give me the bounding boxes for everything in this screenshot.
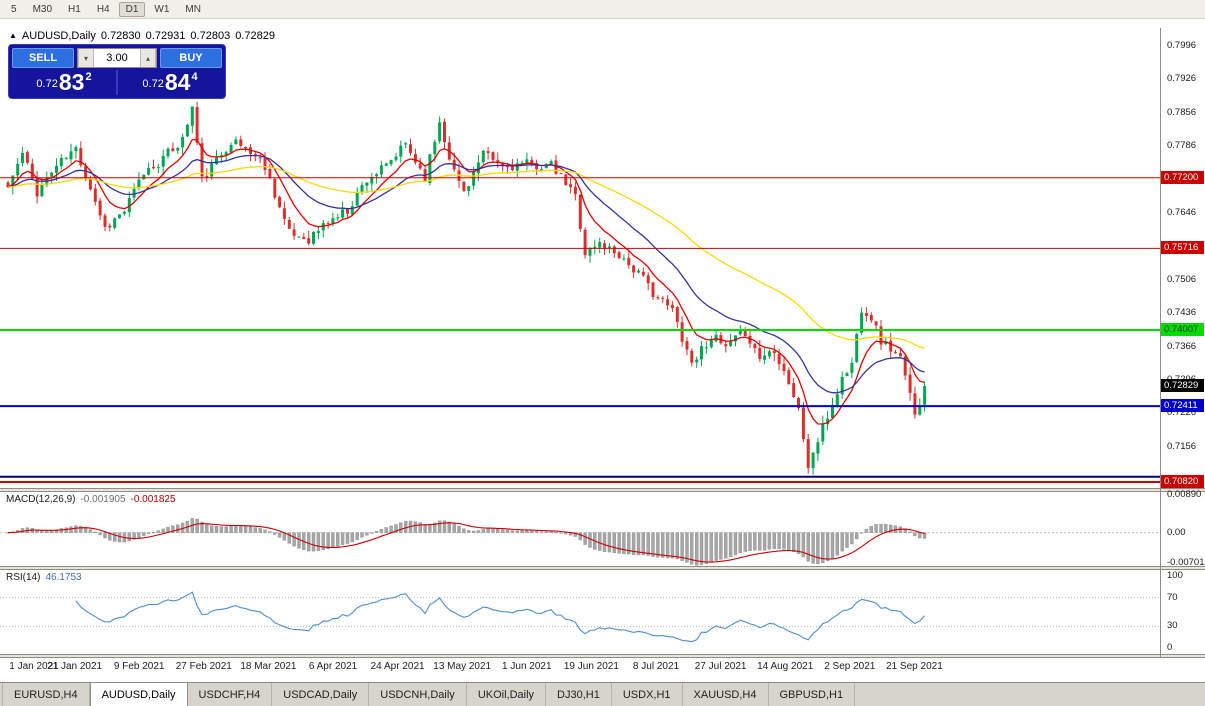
lot-increase-button[interactable]: ▴ [140, 49, 156, 67]
price-axis-label: 0.7716 [1167, 174, 1197, 185]
sell-price-display[interactable]: 0.72 83 2 [12, 70, 116, 95]
date-label: 8 Jul 2021 [632, 661, 680, 672]
chart-tab-usdcad[interactable]: USDCAD,Daily [272, 683, 370, 706]
rsi-name: RSI(14) [6, 572, 41, 583]
price-axis-label: 0.7156 [1167, 441, 1197, 452]
rsi-axis-label: 70 [1167, 592, 1178, 603]
macd-indicator-pane[interactable] [0, 492, 1160, 566]
macd-axis-label: 0.00 [1167, 527, 1186, 538]
date-label: 27 Feb 2021 [175, 661, 232, 672]
price-chart[interactable] [0, 28, 1160, 488]
buy-button[interactable]: BUY [160, 48, 222, 68]
symbol-label: AUDUSD,Daily [21, 30, 96, 42]
close-value: 0.72829 [235, 30, 275, 42]
buy-price-prefix: 0.72 [142, 78, 164, 90]
buy-price-display[interactable]: 0.72 84 4 [118, 70, 222, 95]
low-value: 0.72803 [190, 30, 231, 42]
open-value: 0.72830 [100, 30, 141, 42]
price-axis-label: 0.7506 [1167, 274, 1197, 285]
macd-label: MACD(12,26,9) -0.001905 -0.001825 [6, 494, 176, 505]
chart-tab-eurusd[interactable]: EURUSD,H4 [2, 683, 90, 706]
time-axis[interactable]: 1 Jan 2021 21 Jan 2021 9 Feb 2021 27 Feb 20… [0, 658, 1160, 678]
date-label: 1 Jun 2021 [502, 661, 552, 672]
macd-name: MACD(12,26,9) [6, 494, 76, 505]
chart-tab-usdcnh[interactable]: USDCNH,Daily [369, 683, 467, 706]
date-label: 6 Apr 2021 [308, 661, 358, 672]
lot-decrease-button[interactable]: ▾ [78, 49, 94, 67]
date-label: 1 Jan 2021 [9, 661, 59, 672]
level-price-label: 0.74007 [1161, 323, 1204, 336]
price-axis-label: 0.7366 [1167, 341, 1197, 352]
pane-splitter[interactable] [0, 488, 1205, 492]
chart-tab-usdx[interactable]: USDX,H1 [612, 683, 683, 706]
chart-header: ▲ AUDUSD,Daily 0.72830 0.72931 0.72803 0.7282… [9, 30, 280, 42]
timeframe-button-mn[interactable]: MN [185, 3, 201, 15]
buy-price-main: 84 [164, 69, 191, 95]
sell-button[interactable]: SELL [12, 48, 74, 68]
date-label: 27 Jul 2021 [694, 661, 747, 672]
rsi-axis-label: 30 [1167, 620, 1178, 631]
lot-size-input[interactable] [94, 49, 140, 67]
date-label: 21 Sep 2021 [886, 661, 943, 672]
price-axis-label: 0.7226 [1167, 407, 1197, 418]
pane-splitter[interactable] [0, 654, 1205, 658]
date-label: 13 May 2021 [433, 661, 492, 672]
chart-tabs-bar: EURUSD,H4 AUDUSD,Daily USDCHF,H4 USDCAD,Dai… [0, 682, 1205, 706]
rsi-axis-label: 0 [1167, 642, 1173, 653]
timeframe-button-w1[interactable]: W1 [154, 3, 170, 15]
date-label: 2 Sep 2021 [824, 661, 876, 672]
rsi-indicator-pane[interactable] [0, 570, 1160, 654]
chart-tab-gbpusd[interactable]: GBPUSD,H1 [769, 683, 856, 706]
price-divider [116, 70, 118, 95]
price-axis-label: 0.7646 [1167, 207, 1197, 218]
date-label: 19 Jun 2021 [563, 661, 619, 672]
price-axis-label: 0.7926 [1167, 73, 1197, 84]
sell-price-prefix: 0.72 [36, 78, 58, 90]
price-axis-label: 0.7996 [1167, 40, 1197, 51]
level-price-label: 0.75716 [1161, 241, 1204, 254]
date-label: 21 Jan 2021 [47, 661, 103, 672]
rsi-label: RSI(14) 46.1753 [6, 572, 82, 583]
date-label: 14 Aug 2021 [757, 661, 814, 672]
date-label: 9 Feb 2021 [113, 661, 165, 672]
chart-tab-dj30[interactable]: DJ30,H1 [546, 683, 612, 706]
price-axis-label: 0.7086 [1167, 474, 1197, 485]
timeframe-button-5[interactable]: 5 [11, 3, 17, 15]
date-label: 24 Apr 2021 [370, 661, 425, 672]
chart-tab-ukoil[interactable]: UKOil,Daily [467, 683, 547, 706]
price-axis-label: 0.7296 [1167, 374, 1197, 385]
macd-signal-value: -0.001825 [130, 494, 176, 505]
price-axis-label: 0.7436 [1167, 307, 1197, 318]
high-value: 0.72931 [145, 30, 186, 42]
sell-price-pip: 2 [85, 71, 92, 83]
sell-price-main: 83 [58, 69, 85, 95]
macd-main-value: -0.001905 [80, 494, 126, 505]
pane-splitter[interactable] [0, 566, 1205, 570]
timeframe-button-h1[interactable]: H1 [68, 3, 81, 15]
rsi-axis-label: 100 [1167, 570, 1183, 581]
level-price-label: 0.72411 [1161, 399, 1204, 412]
price-axis-label: 0.7786 [1167, 140, 1197, 151]
level-price-label: 0.77200 [1161, 171, 1204, 184]
chart-tab-usdchf[interactable]: USDCHF,H4 [188, 683, 273, 706]
lot-size-control: ▾ ▴ [77, 48, 157, 68]
price-axis-label: 0.7856 [1167, 107, 1197, 118]
chart-tab-audusd[interactable]: AUDUSD,Daily [89, 683, 188, 706]
chart-symbol-icon: ▲ [9, 31, 17, 40]
timeframe-button-h4[interactable]: H4 [96, 3, 110, 15]
current-price-label: 0.72829 [1161, 379, 1204, 392]
chart-tab-xauusd[interactable]: XAUUSD,H4 [683, 683, 769, 706]
timeframe-button-d1[interactable]: D1 [118, 1, 146, 17]
timeframe-button-m30[interactable]: M30 [32, 3, 53, 15]
timeframe-toolbar: 5 M30 H1 H4 D1 W1 MN [0, 0, 1205, 19]
price-axis-border [1160, 28, 1161, 658]
rsi-value: 46.1753 [45, 572, 82, 583]
price-axis-label: 0.7576 [1167, 240, 1197, 251]
level-price-label: 0.70820 [1161, 475, 1204, 488]
buy-price-pip: 4 [191, 71, 198, 83]
date-label: 18 Mar 2021 [240, 661, 297, 672]
